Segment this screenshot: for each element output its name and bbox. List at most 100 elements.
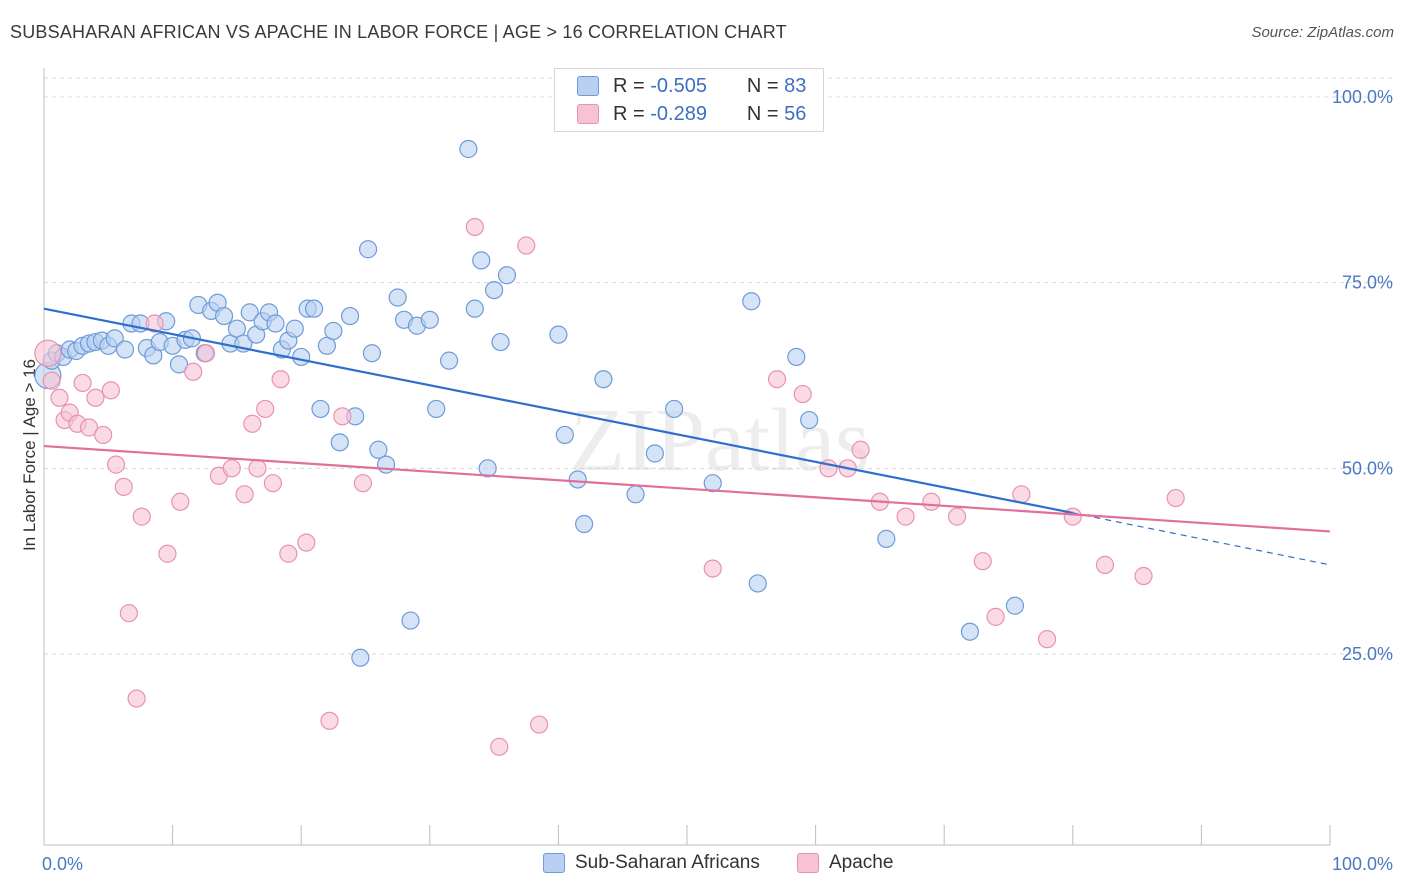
data-point	[1037, 630, 1057, 649]
data-point	[401, 611, 420, 630]
data-point	[73, 373, 92, 393]
legend-item-sub-saharan-africans[interactable]: Sub-Saharan Africans	[543, 852, 760, 874]
data-point	[353, 474, 373, 493]
legend-label: Apache	[829, 852, 894, 873]
data-point	[485, 280, 504, 300]
data-point	[248, 459, 267, 478]
legend-label: Sub-Saharan Africans	[575, 852, 760, 873]
data-point	[1095, 555, 1115, 574]
data-point	[311, 399, 330, 419]
data-point	[1134, 566, 1153, 586]
data-point	[478, 459, 497, 478]
y-tick-labels: 25.0% 50.0% 75.0% 100.0%	[1332, 87, 1393, 664]
data-point	[568, 470, 587, 489]
data-point	[800, 410, 819, 430]
data-point	[145, 314, 164, 333]
x-tick-label: 0.0%	[42, 854, 83, 874]
data-point	[320, 711, 339, 730]
y-tick-label: 50.0%	[1342, 458, 1393, 478]
y-tick-label: 25.0%	[1342, 644, 1393, 664]
data-point	[79, 418, 99, 437]
trend-line-apache	[43, 444, 1331, 533]
data-point	[256, 399, 275, 419]
data-point	[304, 299, 324, 318]
data-point	[626, 485, 645, 504]
data-point	[1012, 485, 1031, 504]
legend-n-value: 56	[784, 102, 807, 125]
data-point	[34, 339, 62, 367]
data-point	[105, 329, 124, 348]
data-point	[1166, 488, 1185, 508]
series-legend: Sub-Saharan Africans Apache	[0, 852, 1406, 876]
data-point	[465, 217, 484, 237]
legend-swatch-pink	[577, 104, 599, 124]
legend-r-value: -0.505	[650, 74, 707, 97]
data-point	[106, 455, 126, 474]
data-point	[169, 355, 189, 374]
data-point	[947, 507, 967, 526]
data-point	[748, 574, 767, 593]
data-point	[235, 485, 254, 504]
data-point	[490, 737, 509, 756]
data-point	[665, 399, 684, 419]
data-point	[427, 399, 446, 419]
data-point	[851, 440, 870, 459]
legend-row-sub-saharan: R = -0.505 N = 83	[577, 75, 806, 97]
data-point	[742, 292, 761, 311]
data-point	[119, 604, 138, 623]
y-tick-label: 75.0%	[1342, 273, 1393, 293]
data-point	[703, 559, 722, 578]
data-point	[793, 384, 812, 404]
data-point	[439, 351, 459, 370]
data-point	[555, 425, 574, 445]
data-point	[115, 340, 135, 359]
data-point	[132, 507, 151, 526]
data-point	[973, 552, 992, 571]
legend-swatch-pink	[797, 853, 819, 873]
data-point	[787, 347, 806, 367]
data-point	[94, 425, 113, 445]
data-point	[184, 362, 203, 381]
legend-n-label: N =	[746, 102, 779, 125]
data-point	[271, 370, 290, 389]
data-point	[388, 288, 407, 307]
data-point	[279, 544, 298, 563]
trend-line-sub-saharan-extension	[1072, 512, 1331, 566]
data-point	[240, 303, 259, 322]
data-point	[333, 407, 352, 426]
data-point	[324, 321, 343, 341]
trend-line-sub-saharan	[43, 307, 1074, 514]
data-point	[266, 314, 285, 333]
data-point	[767, 370, 787, 389]
data-point	[222, 459, 241, 478]
data-point	[922, 492, 941, 511]
data-point	[549, 325, 568, 344]
data-point	[196, 344, 216, 363]
legend-swatch-blue	[577, 76, 599, 96]
data-point	[358, 240, 378, 259]
data-point	[986, 607, 1005, 626]
correlation-legend: R = -0.505 N = 83 R = -0.289 N = 56	[554, 68, 824, 132]
legend-item-apache[interactable]: Apache	[797, 852, 893, 874]
watermark: ZIPatlas	[570, 391, 870, 490]
data-point	[127, 689, 146, 708]
data-point	[491, 332, 510, 352]
data-point	[214, 306, 234, 326]
x-tick-labels: 0.0% 100.0%	[42, 854, 1393, 874]
data-point	[243, 414, 262, 433]
data-point	[376, 455, 396, 474]
data-point	[362, 344, 382, 363]
series-apache	[34, 217, 1185, 756]
data-point	[297, 533, 316, 552]
data-point	[420, 310, 439, 329]
legend-r-label: R =	[613, 74, 645, 97]
data-point	[340, 306, 360, 326]
data-point	[158, 544, 177, 563]
data-point	[459, 139, 478, 159]
chart-title: SUBSAHARAN AFRICAN VS APACHE IN LABOR FO…	[10, 22, 787, 42]
data-point	[369, 440, 388, 459]
data-point	[530, 715, 549, 734]
legend-n-value: 83	[784, 74, 807, 97]
data-point	[351, 648, 370, 667]
